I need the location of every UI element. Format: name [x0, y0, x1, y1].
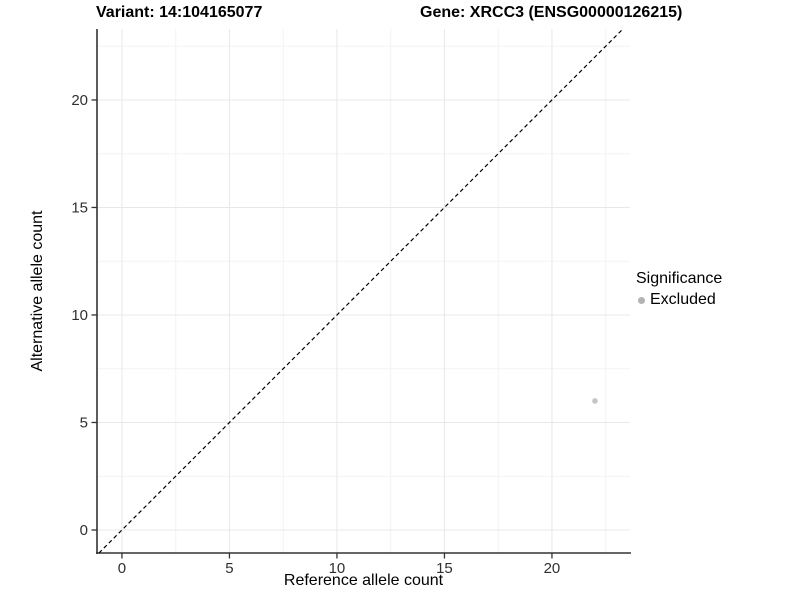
y-tick-label: 20 [71, 92, 88, 109]
data-point [592, 398, 598, 404]
variant-title: Variant: 14:104165077 [96, 4, 263, 21]
legend-item-label: Excluded [650, 291, 716, 308]
legend-item-excluded: Excluded [638, 291, 722, 309]
x-tick-label: 15 [436, 560, 453, 577]
legend-point-icon [638, 296, 645, 304]
identity-line [98, 28, 624, 554]
y-axis-title: Alternative allele count [29, 210, 46, 372]
y-tick-label: 15 [71, 199, 88, 216]
x-axis-title: Reference allele count [283, 572, 444, 589]
gene-title: Gene: XRCC3 (ENSG00000126215) [420, 4, 683, 21]
x-tick-label: 0 [118, 560, 126, 577]
y-tick-label: 10 [71, 307, 88, 324]
y-tick-label: 5 [80, 414, 88, 431]
y-tick-label: 0 [80, 522, 88, 539]
legend-title: Significance [636, 270, 723, 287]
x-tick-label: 10 [329, 560, 346, 577]
legend: Significance Excluded [636, 270, 722, 309]
x-tick-label: 20 [544, 560, 561, 577]
x-tick-label: 5 [225, 560, 233, 577]
